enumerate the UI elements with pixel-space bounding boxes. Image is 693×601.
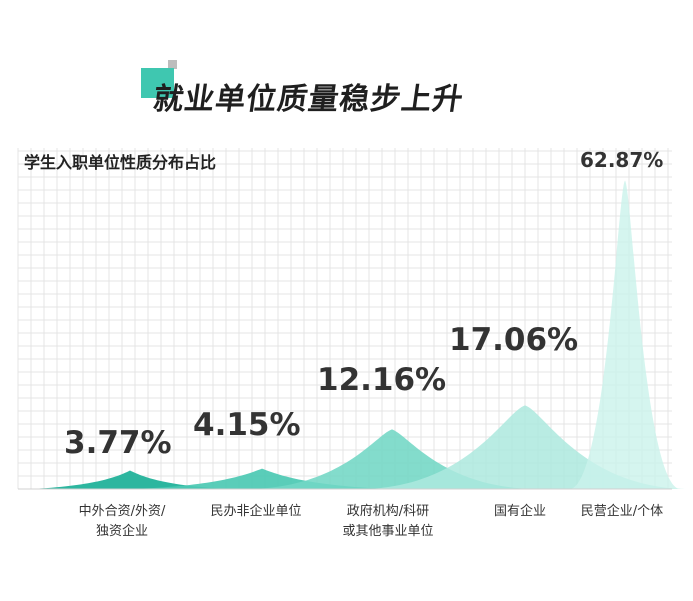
category-label: 中外合资/外资/ [79, 504, 166, 519]
plot-area [18, 148, 672, 489]
value-labels: 3.77% 4.15% 12.16%17.06% 62.87% [64, 148, 663, 461]
category-label: 民营企业/个体 [581, 503, 663, 519]
chart-subtitle: 学生入职单位性质分布占比 [24, 153, 216, 172]
chart-grid [17, 148, 672, 490]
category-label: 或其他事业单位 [342, 524, 433, 539]
category-label: 独资企业 [96, 523, 148, 539]
value-label: 3.77% [64, 425, 172, 461]
value-label: 4.15% [193, 407, 301, 443]
value-label: 17.06% [449, 322, 578, 358]
peak-4 [365, 405, 685, 489]
category-label: 国有企业 [494, 503, 546, 519]
decor-square-grey [168, 60, 177, 69]
header: 就业单位质量稳步上升 [0, 0, 693, 140]
value-label: 12.16% [317, 362, 446, 398]
decor-square-teal [141, 68, 174, 98]
category-label: 政府机构/科研 [347, 504, 429, 519]
chart-peaks [30, 180, 685, 489]
value-label: 62.87% [580, 148, 663, 172]
peak-1 [30, 470, 230, 489]
peak-2 [132, 468, 392, 489]
peak-5 [570, 180, 680, 489]
category-label: 民办非企业单位 [210, 503, 301, 519]
peak-3 [252, 429, 532, 489]
